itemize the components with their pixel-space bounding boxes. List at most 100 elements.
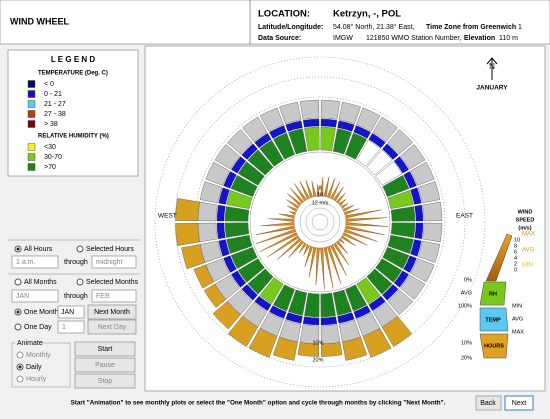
hours-band (479, 333, 509, 359)
stop-button[interactable] (74, 373, 136, 389)
dropdown[interactable] (11, 255, 59, 269)
rh-segment (273, 132, 295, 160)
dropdown-value: FEB (96, 293, 110, 300)
dropdown-value: JAN (61, 309, 74, 316)
rh-segment (247, 149, 274, 176)
hours-segment (387, 129, 413, 155)
elevation-label: Elevation (464, 35, 495, 42)
dropdown[interactable] (11, 289, 59, 303)
key-label: AVG (512, 316, 523, 322)
next-day-button[interactable] (87, 319, 137, 335)
hours-segment (387, 289, 413, 315)
temp-segment (285, 120, 303, 132)
dropdown[interactable] (57, 320, 85, 334)
start-button[interactable] (74, 341, 136, 357)
temp-segment (403, 171, 417, 189)
radio-label: All Hours (24, 246, 53, 253)
hours-segment (259, 107, 284, 132)
north-arrow (486, 57, 498, 80)
hours-segment (227, 129, 253, 155)
temp-segment (393, 156, 409, 174)
north-label: N (489, 62, 495, 71)
speed-ring (305, 207, 335, 237)
speed-ring (299, 201, 341, 243)
key-label: 0 (514, 267, 517, 273)
key-label: 8 (514, 243, 517, 249)
rh-segment (304, 292, 320, 318)
hours-segment (242, 116, 268, 142)
dropdown-value: 1 a.m. (16, 259, 36, 266)
hours-segment (279, 319, 302, 343)
key-label: HOURS (484, 343, 504, 349)
button-label: Back (480, 400, 496, 407)
swatch (27, 110, 36, 118)
next-month-button[interactable] (87, 304, 137, 320)
hours-segment (338, 319, 361, 343)
radio[interactable] (14, 278, 22, 286)
rh-segment (224, 222, 250, 238)
back-button[interactable] (475, 395, 502, 411)
temp-segment (353, 305, 371, 319)
temp-segment (269, 125, 287, 139)
radio[interactable] (76, 245, 84, 253)
elevation: 110 m (499, 35, 518, 42)
hours-segment (214, 274, 240, 300)
dropdown[interactable] (91, 289, 137, 303)
temp-segment (414, 204, 424, 222)
radio[interactable] (14, 323, 22, 331)
rh-segment (356, 277, 381, 305)
radio-label: Selected Months (86, 279, 139, 286)
next-button[interactable] (504, 395, 534, 411)
temp-segment (393, 270, 409, 288)
ring-label: 10 (317, 192, 323, 198)
hours-segment (259, 312, 284, 337)
key-label: 0% (464, 277, 472, 283)
group-label: Animate (17, 340, 43, 347)
pause-button[interactable] (74, 357, 136, 373)
legend-label: 30-70 (44, 154, 62, 161)
rh-segment (320, 292, 336, 318)
rh-segment (382, 247, 410, 269)
temp-segment (254, 133, 272, 149)
rh-legend: <30 30-70 >70 (27, 143, 62, 171)
rh-title: RELATIVE HUMIDITY (%) (38, 134, 109, 140)
latlon-label: Latitude/Longitude: (258, 24, 323, 31)
speed-funnel (485, 233, 513, 282)
dropdown[interactable] (91, 255, 137, 269)
radio-label: Hourly (26, 376, 47, 383)
dropdown-value: JAN (16, 293, 29, 300)
rh-segment (375, 258, 403, 283)
hours-segment (199, 240, 223, 263)
legend-title: L E G E N D (51, 55, 96, 64)
temp-segment (337, 312, 355, 324)
hours-segment (356, 107, 381, 132)
rh-segment (382, 175, 410, 197)
rh-segment (345, 284, 367, 312)
radio-dot (16, 310, 20, 314)
hours-segment (320, 99, 341, 120)
rh-segment (345, 132, 367, 160)
temp-segment (353, 125, 371, 139)
hours-segment (400, 144, 426, 170)
radio[interactable] (16, 351, 24, 359)
rh-segment (390, 222, 416, 238)
radio[interactable] (76, 278, 84, 286)
key-label: SPEED (516, 217, 535, 223)
temp-legend: < 0 0 - 21 21 - 27 27 - 38 > 38 (27, 80, 66, 128)
rh-segment (237, 258, 265, 283)
rh-segment (356, 139, 381, 167)
rh-segment (366, 149, 393, 176)
hours-segment (372, 116, 398, 142)
temp-segment (216, 204, 226, 222)
temp-segment (368, 133, 386, 149)
dropdown[interactable] (57, 305, 85, 319)
swatch (27, 100, 36, 108)
key-label: MAX (512, 329, 524, 335)
key-label: MIN (512, 303, 522, 309)
rh-segment (288, 128, 308, 155)
hours-segment (199, 181, 223, 204)
temp-segment (231, 156, 247, 174)
radio[interactable] (16, 375, 24, 383)
wind-wheel (154, 56, 486, 388)
radio-dot (16, 247, 20, 251)
